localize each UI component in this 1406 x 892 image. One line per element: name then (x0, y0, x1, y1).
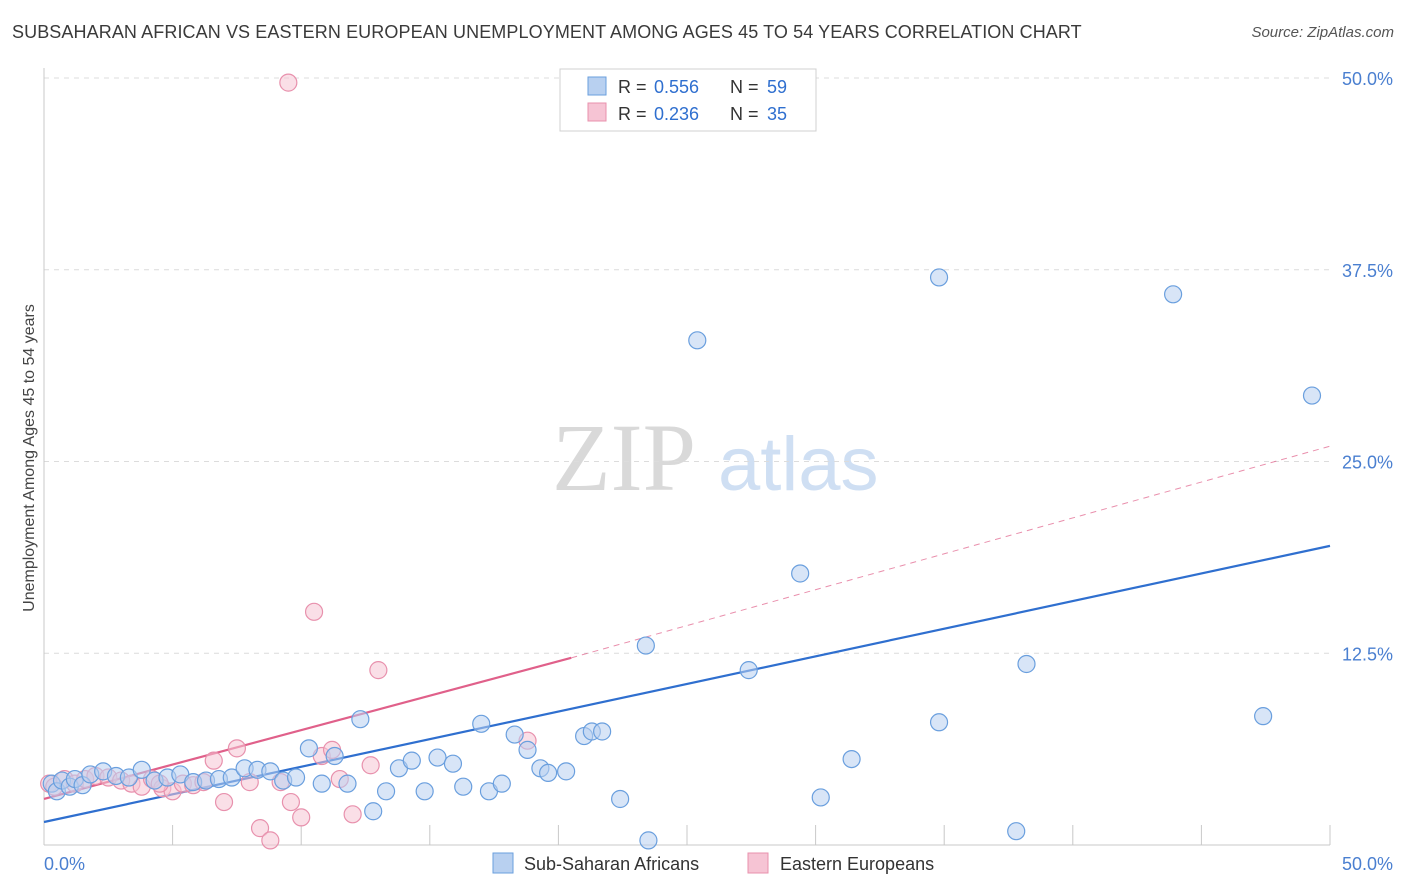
stats-legend-swatch-blue (587, 76, 607, 96)
point-sub-saharan (325, 746, 344, 766)
point-sub-saharan (472, 714, 491, 733)
point-sub-saharan (593, 722, 612, 741)
point-sub-saharan (402, 751, 421, 770)
point-eastern-european (369, 661, 388, 680)
y-tick-label: 37.5% (1342, 261, 1393, 281)
point-sub-saharan (338, 774, 357, 793)
data-points (40, 73, 1322, 850)
point-sub-saharan (132, 760, 151, 779)
point-sub-saharan (492, 774, 511, 793)
point-sub-saharan (611, 789, 630, 809)
point-sub-saharan (286, 768, 306, 787)
point-sub-saharan (351, 710, 370, 729)
point-eastern-european (227, 739, 246, 758)
legend-swatch-sub-saharan (492, 852, 514, 874)
point-eastern-european (250, 819, 270, 838)
point-sub-saharan (428, 748, 447, 767)
point-eastern-european (261, 831, 280, 850)
point-sub-saharan (791, 564, 810, 583)
point-sub-saharan (1302, 386, 1322, 405)
legend-label-eastern-european: Eastern Europeans (780, 854, 934, 874)
stats-n-label-blue: N = (730, 77, 759, 97)
point-sub-saharan (1007, 822, 1026, 841)
point-sub-saharan (443, 754, 463, 773)
point-sub-saharan (505, 725, 524, 744)
series-legend: Sub-Saharan Africans Eastern Europeans (492, 852, 934, 874)
watermark-zip: ZIP (552, 404, 696, 511)
point-eastern-european (292, 808, 311, 827)
legend-swatch-eastern-european (747, 852, 769, 874)
point-sub-saharan (1254, 707, 1273, 726)
y-tick-label: 12.5% (1342, 644, 1393, 664)
point-sub-saharan (1164, 285, 1183, 304)
point-sub-saharan (842, 749, 861, 769)
point-sub-saharan (636, 636, 655, 655)
stats-r-value-pink: 0.236 (654, 104, 699, 124)
point-sub-saharan (415, 782, 434, 801)
point-sub-saharan (639, 831, 658, 850)
point-sub-saharan (454, 777, 473, 796)
point-sub-saharan (539, 763, 558, 783)
point-sub-saharan (299, 739, 319, 758)
point-sub-saharan (518, 740, 537, 759)
stats-r-value-blue: 0.556 (654, 77, 699, 97)
stats-legend: R = 0.556 N = 59 R = 0.236 N = 35 (559, 68, 817, 132)
stats-n-label-pink: N = (730, 104, 759, 124)
axes (43, 68, 1331, 846)
x-tick-label: 50.0% (1342, 854, 1393, 874)
point-eastern-european (343, 805, 362, 824)
gridlines (44, 77, 1330, 654)
point-sub-saharan (739, 661, 758, 680)
x-tick-label: 0.0% (44, 854, 85, 874)
point-sub-saharan (376, 782, 396, 801)
point-sub-saharan (557, 762, 576, 781)
chart-title: SUBSAHARAN AFRICAN VS EASTERN EUROPEAN U… (12, 22, 1082, 42)
point-sub-saharan (364, 802, 383, 821)
point-eastern-european (214, 792, 234, 812)
y-tick-label: 25.0% (1342, 453, 1393, 473)
stats-r-label-blue: R = (618, 77, 647, 97)
point-sub-saharan (929, 713, 949, 732)
point-eastern-european (204, 751, 223, 770)
point-sub-saharan (1017, 654, 1036, 674)
point-eastern-european (304, 602, 324, 621)
stats-n-value-pink: 35 (767, 104, 787, 124)
point-sub-saharan (312, 774, 331, 793)
y-tick-label: 50.0% (1342, 69, 1393, 89)
point-sub-saharan (811, 788, 830, 807)
point-eastern-european (279, 73, 298, 92)
stats-r-label-pink: R = (618, 104, 647, 124)
stats-legend-swatch-pink (587, 102, 607, 122)
stats-n-value-blue: 59 (767, 77, 787, 97)
point-sub-saharan (688, 331, 707, 350)
point-eastern-european (281, 792, 301, 812)
legend-label-sub-saharan: Sub-Saharan Africans (524, 854, 699, 874)
y-axis-label: Unemployment Among Ages 45 to 54 years (21, 304, 38, 612)
chart-source: Source: ZipAtlas.com (1251, 24, 1394, 41)
point-sub-saharan (929, 268, 949, 287)
point-eastern-european (361, 756, 380, 775)
point-sub-saharan (261, 762, 280, 781)
point-sub-saharan (222, 768, 241, 787)
tick-labels: 12.5% 25.0% 37.5% 50.0% 0.0% 50.0% (44, 69, 1393, 874)
watermark-atlas: atlas (718, 422, 879, 507)
